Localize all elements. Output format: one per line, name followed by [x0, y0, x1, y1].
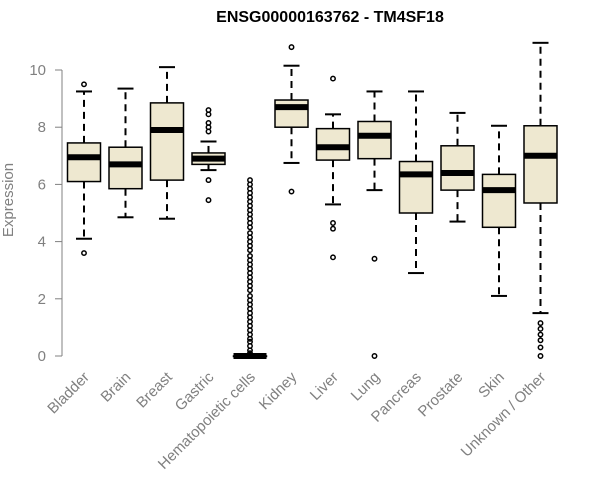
outlier-point: [205, 177, 212, 184]
outlier-point: [247, 252, 253, 259]
outlier-point: [247, 230, 253, 236]
y-tick-label: 10: [29, 62, 46, 79]
outlier-point: [247, 292, 253, 299]
outlier-point: [537, 344, 544, 351]
outlier-point: [205, 119, 212, 126]
x-tick-label: Liver: [307, 369, 342, 404]
box-brain: [108, 87, 143, 219]
y-tick-label: 8: [38, 119, 46, 136]
y-tick-label: 6: [38, 176, 46, 193]
box-breast: [149, 66, 185, 220]
box-body: [108, 146, 143, 190]
box-body: [66, 142, 102, 183]
x-tick-label: Skin: [475, 369, 508, 402]
x-tick-label: Kidney: [256, 368, 301, 413]
x-tick-label: Breast: [133, 368, 176, 411]
y-axis: 0 2 4 6 8 10: [29, 62, 63, 365]
box-hematopoietic-cells: [232, 177, 268, 359]
box-body: [149, 102, 185, 181]
outlier-point: [371, 255, 378, 262]
outlier-point: [330, 75, 336, 82]
box-kidney: [274, 44, 309, 195]
outlier-point: [537, 337, 544, 344]
box-gastric: [191, 107, 226, 204]
outlier-point: [537, 325, 544, 332]
outlier-point: [537, 320, 544, 327]
outlier-point: [371, 353, 378, 359]
box-body: [523, 125, 558, 204]
outlier-point: [288, 44, 295, 51]
x-tick-label: Brain: [98, 369, 135, 406]
outlier-point: [247, 177, 253, 184]
y-axis-label: Expression: [0, 163, 17, 237]
box-lung: [357, 90, 392, 359]
box-bladder: [66, 81, 102, 256]
outlier-point: [330, 225, 336, 232]
outlier-point: [288, 188, 295, 195]
chart-title: ENSG00000163762 - TM4SF18: [216, 9, 444, 26]
box-body: [357, 120, 392, 160]
outlier-point: [81, 81, 87, 88]
outlier-point: [330, 220, 336, 226]
box-unknown-other: [523, 41, 558, 359]
outlier-point: [205, 197, 212, 204]
box-prostate: [440, 111, 475, 223]
outlier-point: [247, 350, 253, 357]
y-tick-label: 4: [38, 234, 46, 251]
box-body: [398, 160, 434, 214]
outlier-point: [205, 107, 212, 113]
outlier-point: [81, 250, 87, 256]
y-tick-label: 2: [38, 291, 46, 308]
x-tick-label: Bladder: [44, 369, 93, 418]
outlier-point: [330, 254, 336, 261]
x-tick-label: Lung: [348, 369, 384, 405]
box-body: [440, 145, 475, 191]
box-body: [481, 173, 517, 229]
box-pancreas: [398, 90, 434, 275]
outlier-point: [537, 353, 544, 359]
plot-area: [66, 41, 558, 359]
y-tick-label: 0: [38, 348, 46, 365]
x-tick-label: Prostate: [415, 369, 467, 421]
box-liver: [315, 75, 351, 261]
box-body: [274, 99, 309, 128]
outlier-point: [247, 338, 253, 345]
box-skin: [481, 124, 517, 297]
outlier-point: [537, 331, 544, 338]
